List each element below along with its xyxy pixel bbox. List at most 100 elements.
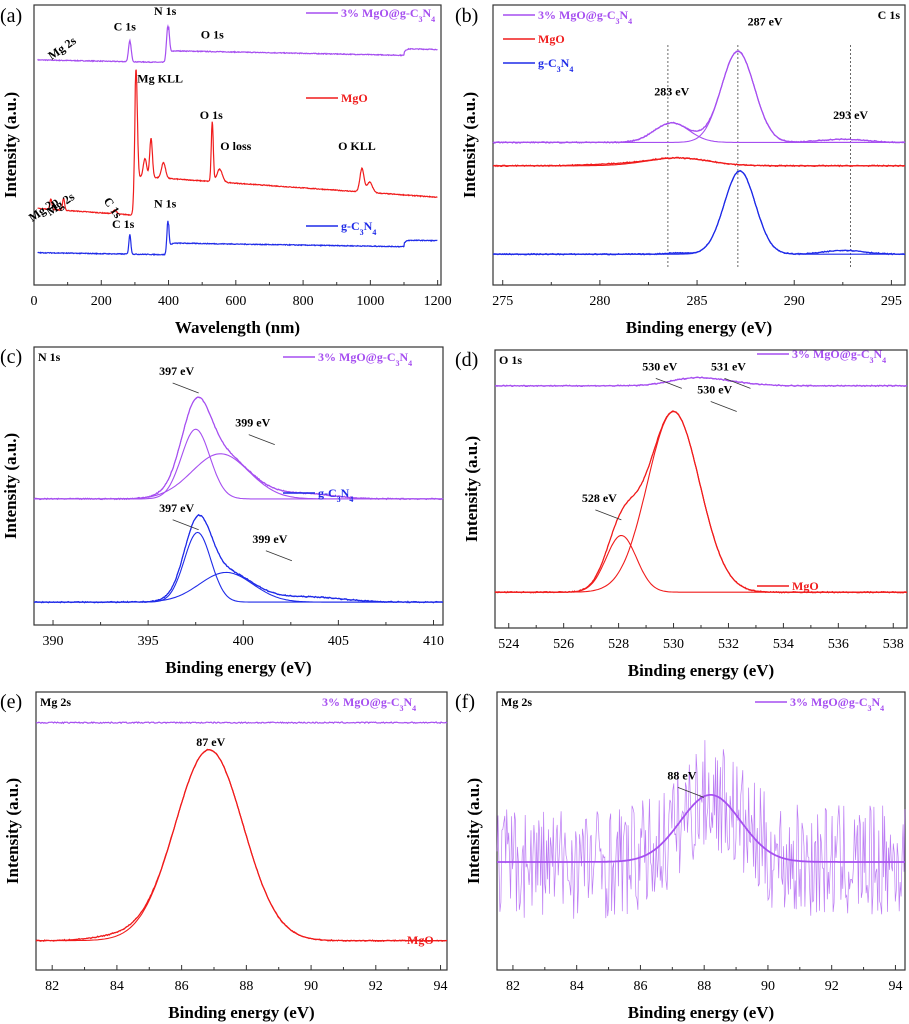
legend-text-part: 3% MgO@g-C (790, 695, 867, 709)
x-tick-label: 390 (43, 634, 64, 649)
legend-text-part: MgO (341, 91, 368, 105)
legend-label: MgO (792, 579, 819, 593)
fit-envelope (36, 749, 447, 942)
peak-annotation: O loss (220, 139, 251, 153)
panel-letter: (a) (0, 5, 22, 27)
legend-text-part: N (871, 695, 880, 709)
peak-annotation: N 1s (154, 196, 177, 210)
panel-letter: (d) (455, 349, 478, 371)
x-axis-title: Binding energy (eV) (626, 318, 772, 337)
series-line-g-c3n4 (37, 220, 438, 257)
panel-c: 390 395 400 405 410 Binding energy (eV) Intens… (0, 346, 444, 677)
legend-item: 3% MgO@g-C3N4 (283, 350, 412, 368)
region-label: Mg 2s (40, 695, 71, 709)
legend-text-part: 3 (418, 15, 422, 24)
legend-text-part: 3 (867, 704, 871, 713)
fit-component (493, 157, 905, 167)
peak-annotation: 531 eV (711, 359, 746, 373)
peak-annotation: 530 eV (642, 359, 677, 373)
x-tick-label: 200 (91, 294, 112, 309)
series-line-g-c3n4 (492, 169, 906, 256)
x-tick-label: 84 (110, 979, 124, 994)
series-line-3-mgo-g-c3n4 (33, 396, 444, 501)
fit-component (34, 571, 443, 603)
legend-label: 3% MgO@g-C3N4 (790, 695, 884, 713)
legend-label: MgO (407, 933, 434, 947)
legend-label: g-C3N4 (538, 56, 573, 74)
legend-label: 3% MgO@g-C3N4 (322, 695, 416, 713)
legend-text-part: 3% MgO@g-C (318, 350, 395, 364)
legend-text-part: 3% MgO@g-C (538, 8, 615, 22)
peak-annotation: 287 eV (748, 14, 783, 28)
legend-text-part: 4 (880, 704, 884, 713)
fit-component (34, 453, 443, 500)
x-tick-label: 524 (498, 637, 519, 652)
fit-component (495, 411, 907, 593)
peak-annotation: 283 eV (654, 85, 689, 99)
peak-annotation: 397 eV (159, 501, 194, 515)
annotation-arrow (248, 434, 275, 446)
annotation-arrow (655, 377, 682, 389)
annotation-arrow (595, 509, 622, 521)
x-tick-label: 400 (233, 634, 254, 649)
y-axis-title: Intensity (a.u.) (3, 778, 22, 884)
legend-text-part: 3 (615, 17, 619, 26)
fit-component (34, 428, 443, 500)
annotation-arrow (724, 377, 751, 389)
legend-label: 3% MgO@g-C3N4 (792, 347, 886, 365)
peak-annotation: 399 eV (252, 532, 287, 546)
legend-text-part: 4 (349, 495, 353, 504)
x-tick-label: 86 (633, 979, 647, 994)
fit-component (493, 170, 905, 255)
x-tick-label: 90 (304, 979, 318, 994)
panel-b: 275 280 285 290 295 Binding energy (eV) Intens… (455, 4, 906, 337)
legend-item: 3% MgO@g-C3N4 (306, 6, 435, 24)
legend-label: MgO (538, 32, 565, 46)
legend-text-part: N (403, 695, 412, 709)
legend-text-part: N (619, 8, 628, 22)
y-axis-title: Intensity (a.u.) (1, 433, 20, 539)
x-tick-label: 526 (553, 637, 574, 652)
legend-text-part: 3% MgO@g-C (322, 695, 399, 709)
peak-annotation: 88 eV (667, 768, 696, 782)
x-axis-title: Wavelength (nm) (175, 318, 300, 337)
x-tick-label: 1000 (356, 294, 384, 309)
fit-envelope (497, 794, 905, 863)
x-tick-label: 410 (423, 634, 444, 649)
legend-text-part: MgO (538, 32, 565, 46)
legend-text-part: 3 (557, 65, 561, 74)
legend-item: MgO (306, 91, 368, 105)
region-label: Mg 2s (501, 695, 532, 709)
peak-annotation: Mg 2s (45, 33, 79, 62)
legend-text-part: 3% MgO@g-C (792, 347, 869, 361)
region-label: N 1s (38, 350, 61, 364)
series-line-3-mgo-g-c3n4 (35, 721, 448, 725)
peak-annotation: 530 eV (697, 383, 732, 397)
fit-component (493, 50, 905, 143)
legend-text-part: MgO (792, 579, 819, 593)
legend-text-part: 4 (431, 15, 435, 24)
x-tick-label: 295 (881, 294, 902, 309)
peak-annotation: 399 eV (235, 416, 270, 430)
plot-frame (35, 691, 448, 971)
legend-label: 3% MgO@g-C3N4 (538, 8, 632, 26)
x-tick-label: 82 (45, 979, 59, 994)
legend-text-part: N (873, 347, 882, 361)
legend-text-part: N (561, 56, 570, 70)
legend-item: 3% MgO@g-C3N4 (755, 695, 884, 713)
x-tick-label: 538 (883, 637, 904, 652)
fit-component (495, 534, 907, 593)
legend-label: g-C3N4 (341, 219, 376, 237)
series-line-mgo (37, 69, 438, 216)
legend-text-part: 4 (408, 359, 412, 368)
x-tick-label: 275 (492, 294, 513, 309)
x-axis-title: Binding energy (eV) (168, 1003, 314, 1022)
x-tick-label: 536 (828, 637, 849, 652)
legend-item: g-C3N4 (503, 56, 573, 74)
x-tick-label: 94 (434, 979, 448, 994)
x-tick-label: 86 (175, 979, 189, 994)
x-tick-label: 530 (663, 637, 684, 652)
legend-text-part: N (422, 6, 431, 20)
legend-text-part: 4 (569, 65, 573, 74)
